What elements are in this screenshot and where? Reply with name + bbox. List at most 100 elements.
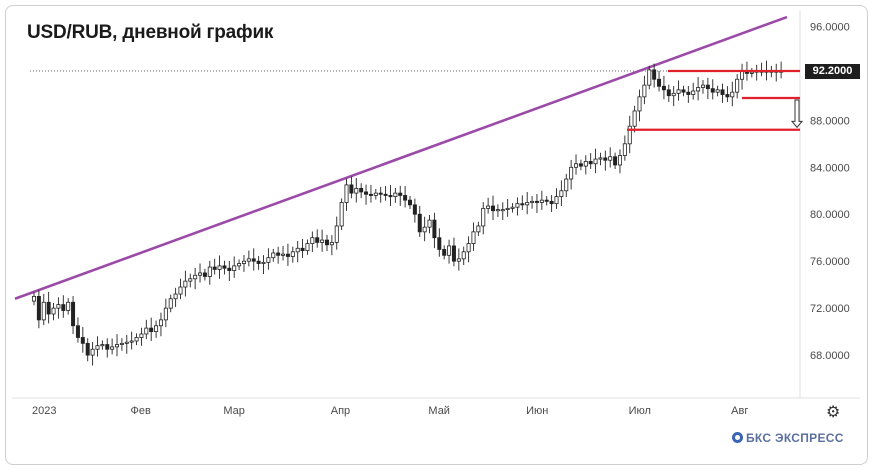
candle-body	[481, 207, 486, 227]
candle-body	[261, 261, 266, 264]
candle-body	[212, 266, 217, 270]
candle-body	[613, 156, 618, 166]
candle-body	[207, 266, 212, 277]
candle-body	[442, 249, 447, 256]
candle-body	[715, 89, 720, 93]
candle-body	[588, 161, 593, 165]
candle-body	[671, 92, 676, 97]
candle-body	[647, 69, 652, 86]
candle-body	[700, 84, 705, 88]
candle-body	[520, 203, 525, 206]
candle-body	[500, 209, 505, 212]
candle-body	[193, 274, 198, 280]
candle-body	[730, 91, 735, 98]
candle-body	[202, 272, 207, 277]
last-price-badge: 92.2000	[805, 63, 860, 79]
candle-body	[310, 237, 315, 244]
candle-body	[300, 247, 305, 252]
y-tick-label: 72.0000	[810, 303, 850, 315]
candle-body	[246, 258, 251, 262]
candle-body	[451, 245, 456, 262]
candle-body	[339, 202, 344, 227]
candle-body	[637, 96, 642, 112]
candle-body	[188, 278, 193, 282]
x-tick-label: Фев	[131, 405, 151, 417]
candle-body	[652, 69, 657, 80]
candle-body	[71, 301, 76, 327]
candle-body	[710, 88, 715, 93]
candle-body	[407, 199, 412, 206]
candle-body	[412, 204, 417, 215]
candle-body	[403, 195, 408, 201]
candle-body	[427, 219, 432, 228]
candle-body	[41, 301, 46, 321]
candle-body	[383, 193, 388, 196]
candle-body	[422, 226, 427, 233]
candle-body	[740, 70, 745, 80]
candle-body	[725, 94, 730, 98]
candle-body	[534, 200, 539, 203]
candle-body	[66, 301, 71, 311]
candle-body	[295, 247, 300, 253]
candle-body	[75, 325, 80, 338]
candle-body	[373, 192, 378, 196]
candle-body	[598, 157, 603, 160]
candle-body	[515, 203, 520, 208]
candle-body	[51, 307, 56, 315]
candle-body	[281, 253, 286, 256]
candle-body	[46, 301, 51, 315]
candle-body	[539, 199, 544, 203]
candle-body	[691, 90, 696, 95]
candle-body	[183, 280, 188, 288]
candle-body	[119, 342, 124, 345]
candle-body	[110, 346, 115, 350]
candle-body	[564, 178, 569, 192]
candle-body	[178, 286, 183, 295]
candle-body	[105, 344, 110, 350]
candle-body	[139, 333, 144, 338]
candle-body	[173, 293, 178, 300]
candle-body	[735, 78, 740, 93]
candle-body	[525, 202, 530, 206]
candle-body	[686, 91, 691, 95]
candle-body	[608, 156, 613, 161]
candle-body	[505, 207, 510, 210]
candle-body	[456, 258, 461, 262]
candle-body	[320, 239, 325, 243]
candle-body	[163, 307, 168, 321]
candle-body	[559, 190, 564, 198]
candle-body	[491, 205, 496, 212]
candle-body	[80, 337, 85, 344]
candle-body	[368, 193, 373, 196]
candle-body	[627, 125, 632, 145]
candle-body	[95, 345, 100, 350]
x-tick-label: Апр	[331, 405, 350, 417]
candle-body	[549, 200, 554, 205]
y-tick-label: 84.0000	[810, 162, 850, 174]
down-arrow-icon	[790, 99, 804, 129]
candle-body	[393, 192, 398, 198]
candle-body	[574, 163, 579, 168]
candle-body	[471, 231, 476, 244]
candle-body	[290, 251, 295, 257]
candle-body	[569, 166, 574, 180]
candle-body	[149, 327, 154, 333]
candle-body	[329, 242, 334, 246]
candle-body	[61, 304, 66, 311]
candle-body	[603, 157, 608, 161]
x-tick-label: 2023	[32, 405, 56, 417]
candle-body	[432, 219, 437, 239]
candle-body	[158, 319, 163, 327]
candle-body	[32, 296, 37, 302]
resistance-trendline	[14, 15, 788, 300]
gear-icon[interactable]: ⚙	[826, 404, 841, 421]
candle-body	[168, 298, 173, 309]
x-tick-label: Июн	[526, 405, 548, 417]
candle-body	[129, 340, 134, 343]
candle-body	[676, 89, 681, 94]
candle-body	[617, 155, 622, 166]
candle-body	[90, 348, 95, 356]
candle-body	[271, 252, 276, 259]
candle-body	[324, 239, 329, 246]
